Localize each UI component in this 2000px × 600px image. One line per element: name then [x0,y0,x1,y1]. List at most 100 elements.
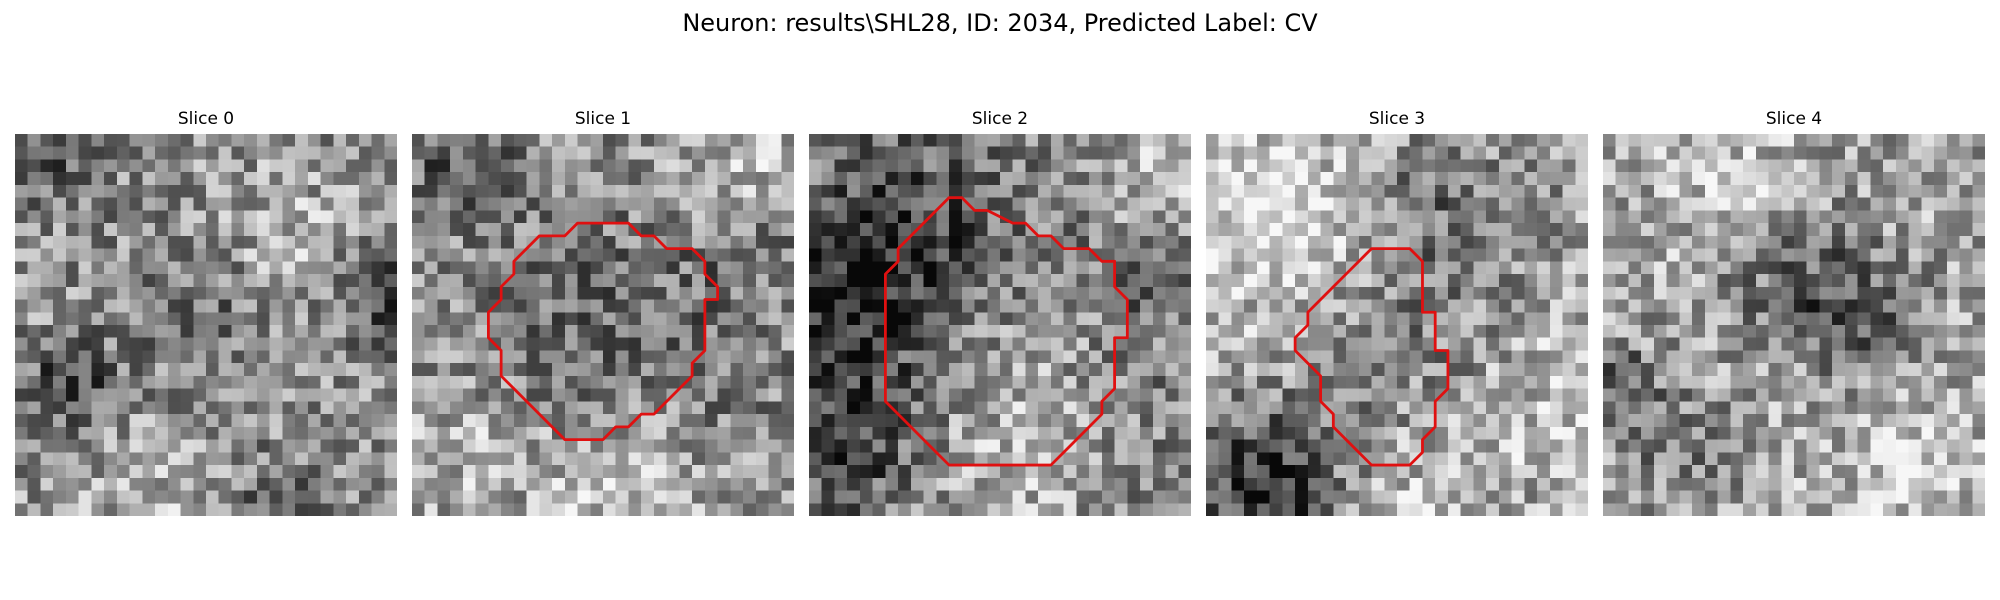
pixel [1946,210,1960,224]
pixel [974,248,988,262]
pixel [1819,375,1833,389]
pixel [1575,210,1588,224]
pixel [1692,439,1706,453]
pixel [475,172,489,186]
pixel [641,235,655,249]
pixel [1603,235,1616,249]
pixel [333,414,347,428]
pixel [1755,490,1769,504]
pixel [1486,452,1500,466]
pixel [1781,299,1795,313]
pixel [1717,503,1731,516]
pixel [193,465,207,479]
pixel [885,184,899,198]
pixel [1320,337,1334,351]
pixel [1806,337,1820,351]
pixel [1819,465,1833,479]
pixel [936,414,950,428]
pixel [1140,210,1154,224]
pixel [167,210,181,224]
pixel [1819,490,1833,504]
pixel [1269,325,1283,338]
pixel [577,452,591,466]
pixel [539,312,553,326]
pixel [1397,503,1410,516]
pixel [1140,414,1154,428]
pixel [1781,439,1795,453]
pixel [346,388,360,402]
pixel [142,363,156,377]
pixel [1000,223,1013,237]
pixel [488,172,502,186]
pixel [1781,146,1795,160]
pixel [501,452,515,466]
pixel [1575,159,1588,173]
pixel [859,477,873,491]
pixel [885,299,899,313]
pixel [295,490,309,504]
pixel [1603,363,1616,377]
pixel [961,375,975,389]
pixel [1307,503,1321,516]
pixel [781,159,794,173]
pixel [809,350,822,364]
pixel [603,197,616,211]
pixel [1628,197,1642,211]
pixel [1704,401,1718,415]
pixel [692,375,706,389]
pixel [1844,401,1858,415]
pixel [1498,248,1512,262]
pixel [104,414,118,428]
pixel [1628,439,1642,453]
pixel [53,439,67,453]
pixel [231,414,245,428]
pixel [577,312,591,326]
pixel [1346,210,1360,224]
pixel [180,172,194,186]
pixel [641,223,655,237]
pixel [40,210,54,224]
pixel [755,223,769,237]
pixel [847,375,861,389]
pixel [1140,337,1154,351]
pixel [1101,248,1115,262]
pixel [1320,134,1334,147]
pixel [78,210,92,224]
pixel [1959,172,1973,186]
pixel [1537,465,1551,479]
pixel [424,503,438,516]
pixel [1959,439,1973,453]
pixel [65,261,79,275]
pixel [1409,503,1423,516]
pixel [1025,375,1039,389]
pixel [1857,325,1871,338]
slice-panel-4: Slice 4 [1603,108,1985,518]
pixel [180,401,194,415]
pixel [1206,172,1219,186]
pixel [923,350,937,364]
pixel [910,134,924,147]
pixel [1025,350,1039,364]
pixel [1447,184,1461,198]
pixel [27,401,41,415]
pixel [358,426,372,440]
pixel [628,350,642,364]
pixel [1012,490,1026,504]
pixel [923,184,937,198]
pixel [1409,159,1423,173]
pixel [743,286,757,300]
pixel [1384,337,1398,351]
pixel [1641,414,1655,428]
pixel [1358,223,1372,237]
pixel [1641,299,1655,313]
pixel [974,210,988,224]
pixel [564,426,578,440]
pixel [1000,184,1013,198]
pixel [1231,375,1245,389]
pixel [653,223,667,237]
pixel [1076,452,1090,466]
pixel [475,375,489,389]
pixel [910,299,924,313]
pixel [1946,477,1960,491]
pixel [1282,375,1296,389]
